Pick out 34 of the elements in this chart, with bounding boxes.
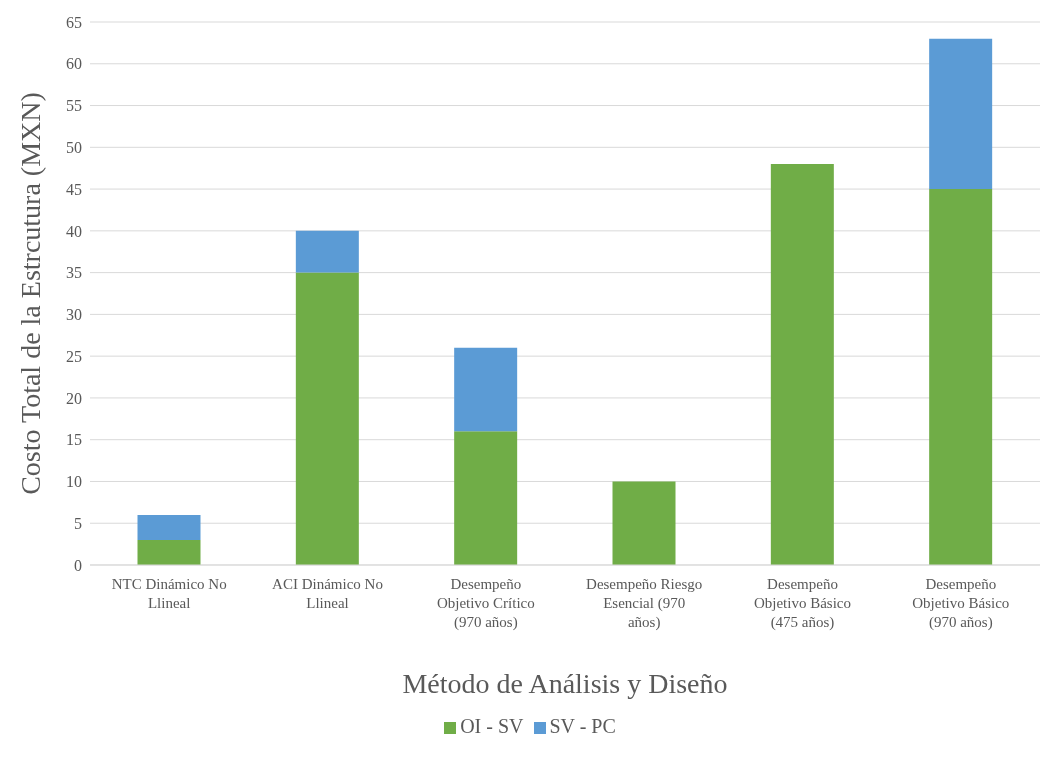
x-axis-title: Método de Análisis y Diseño [402, 668, 728, 699]
bar [454, 347, 518, 432]
x-tick-label: Desempeño Riesgo Esencial (970 años) [586, 576, 703, 631]
bar [295, 272, 359, 565]
x-tick-label: NTC Dinámico No Llineal [111, 576, 227, 611]
y-tick-label: 20 [66, 389, 82, 407]
y-axis-title: Costo Total de la Estrcutura (MXN) [14, 92, 46, 495]
y-tick-label: 50 [66, 138, 82, 156]
bar [612, 481, 676, 565]
x-tick-label: Desempeño Objetivo Básico (970 años) [912, 576, 1010, 631]
y-tick-label: 15 [66, 431, 82, 449]
y-tick-label: 0 [74, 556, 82, 574]
x-tick-label: Desempeño Objetivo Crítico (970 años) [436, 576, 535, 631]
y-tick-label: 5 [74, 514, 82, 532]
x-tick-label: Desempeño Objetivo Básico (475 años) [753, 576, 852, 631]
y-tick-label: 45 [66, 180, 82, 198]
y-tick-label: 10 [66, 473, 82, 491]
bar [929, 38, 993, 190]
y-tick-label: 55 [66, 97, 82, 115]
bar [137, 539, 201, 565]
legend-label: OI - SV [460, 715, 524, 737]
bar [770, 164, 834, 565]
bar [137, 514, 201, 540]
legend-label: SV - PC [549, 715, 616, 737]
bar [295, 230, 359, 273]
bar [454, 431, 518, 565]
y-tick-label: 30 [66, 306, 82, 324]
y-tick-label: 65 [66, 13, 82, 31]
bar [929, 189, 993, 565]
x-tick-label: ACI Dinámico No Llineal [272, 576, 383, 611]
y-tick-label: 35 [66, 264, 82, 282]
y-tick-label: 60 [66, 55, 82, 73]
y-tick-label: 25 [66, 347, 82, 365]
y-tick-label: 40 [66, 222, 82, 240]
